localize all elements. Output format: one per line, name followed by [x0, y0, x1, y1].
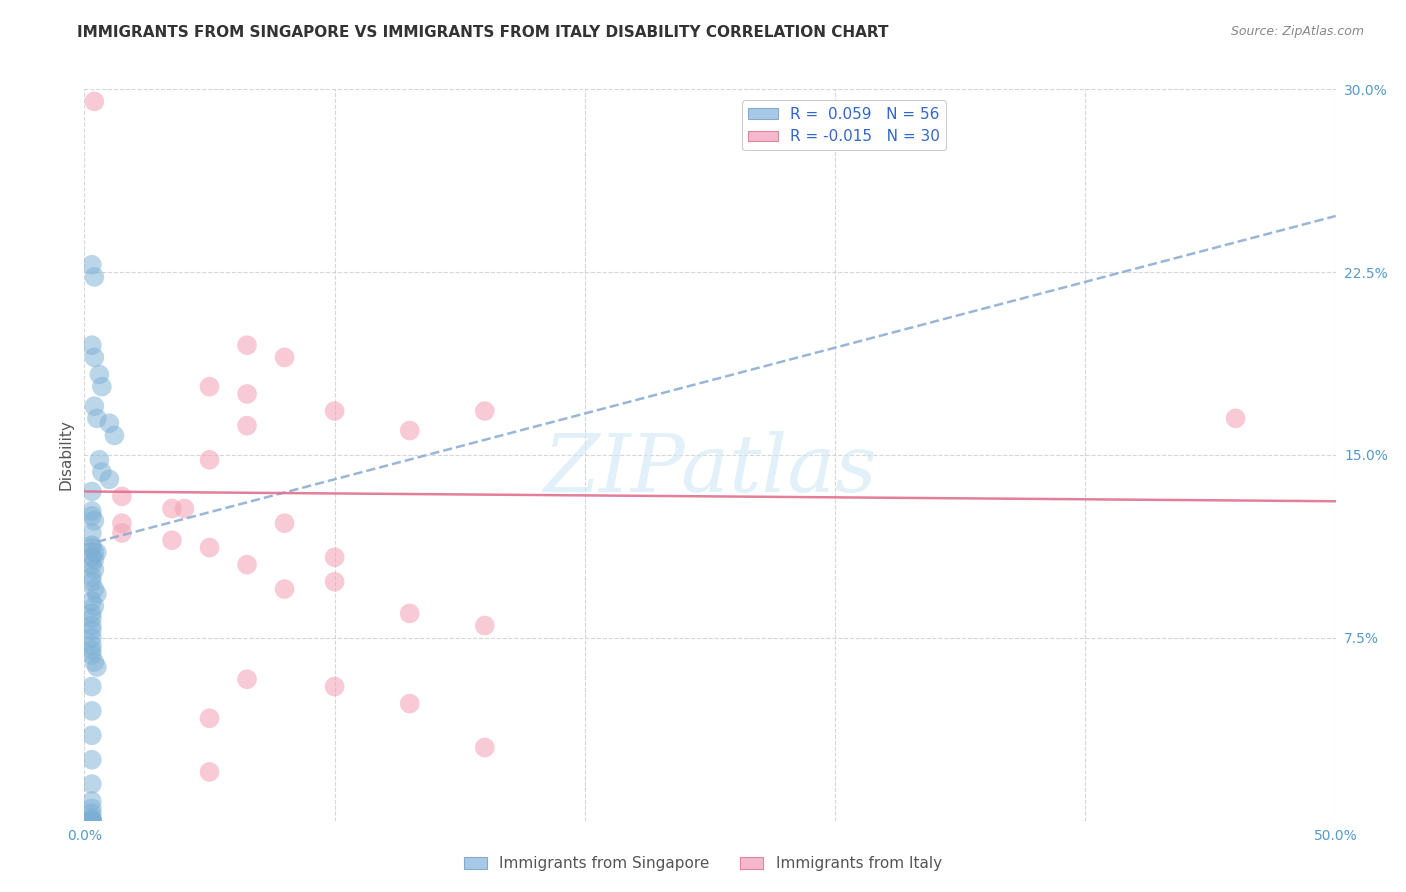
Point: [86, 660, 108, 674]
Point: [80, 806, 103, 821]
Point: [1225, 411, 1247, 425]
Text: ZIPatlas: ZIPatlas: [543, 431, 877, 508]
Point: [83, 269, 105, 284]
Point: [83, 399, 105, 413]
Point: [80, 728, 103, 742]
Point: [80, 631, 103, 645]
Point: [83, 95, 105, 109]
Point: [80, 643, 103, 657]
Point: [80, 753, 103, 767]
Point: [80, 607, 103, 621]
Point: [80, 648, 103, 662]
Point: [83, 553, 105, 567]
Point: [273, 516, 295, 531]
Point: [98, 416, 121, 430]
Point: [80, 814, 103, 828]
Point: [273, 582, 295, 596]
Point: [80, 258, 103, 272]
Legend: R =  0.059   N = 56, R = -0.015   N = 30: R = 0.059 N = 56, R = -0.015 N = 30: [741, 101, 946, 151]
Point: [83, 655, 105, 669]
Point: [90, 379, 112, 393]
Point: [83, 582, 105, 596]
Legend: Immigrants from Singapore, Immigrants from Italy: Immigrants from Singapore, Immigrants fr…: [458, 850, 948, 877]
Point: [83, 599, 105, 613]
Point: [86, 411, 108, 425]
Point: [80, 624, 103, 638]
Point: [80, 574, 103, 589]
Point: [198, 764, 221, 779]
Point: [273, 351, 295, 365]
Point: [80, 814, 103, 828]
Point: [236, 418, 259, 433]
Point: [198, 541, 221, 555]
Point: [86, 587, 108, 601]
Point: [80, 811, 103, 825]
Point: [80, 680, 103, 694]
Point: [80, 611, 103, 625]
Point: [198, 379, 221, 393]
Point: [80, 638, 103, 652]
Point: [236, 387, 259, 401]
Point: [236, 338, 259, 352]
Point: [80, 801, 103, 815]
Point: [83, 351, 105, 365]
Point: [80, 570, 103, 584]
Point: [83, 514, 105, 528]
Point: [80, 814, 103, 828]
Point: [474, 740, 496, 755]
Point: [80, 814, 103, 828]
Point: [83, 562, 105, 576]
Point: [398, 424, 420, 438]
Point: [80, 794, 103, 808]
Point: [80, 504, 103, 518]
Point: [80, 618, 103, 632]
Point: [398, 607, 420, 621]
Point: [80, 541, 103, 555]
Point: [160, 533, 183, 548]
Y-axis label: Disability: Disability: [58, 419, 73, 491]
Point: [323, 680, 346, 694]
Point: [103, 428, 125, 442]
Point: [80, 594, 103, 608]
Point: [80, 538, 103, 552]
Point: [323, 574, 346, 589]
Point: [323, 404, 346, 418]
Point: [111, 516, 134, 531]
Point: [80, 550, 103, 565]
Point: [80, 484, 103, 499]
Point: [80, 338, 103, 352]
Point: [173, 501, 195, 516]
Point: [90, 465, 112, 479]
Point: [98, 472, 121, 486]
Point: [80, 814, 103, 828]
Point: [474, 404, 496, 418]
Point: [398, 697, 420, 711]
Point: [160, 501, 183, 516]
Point: [111, 525, 134, 540]
Point: [474, 618, 496, 632]
Text: IMMIGRANTS FROM SINGAPORE VS IMMIGRANTS FROM ITALY DISABILITY CORRELATION CHART: IMMIGRANTS FROM SINGAPORE VS IMMIGRANTS …: [77, 25, 889, 40]
Point: [89, 452, 111, 467]
Point: [83, 545, 105, 559]
Point: [80, 525, 103, 540]
Point: [86, 545, 108, 559]
Point: [80, 777, 103, 791]
Point: [236, 558, 259, 572]
Point: [80, 508, 103, 523]
Point: [89, 368, 111, 382]
Point: [236, 672, 259, 686]
Point: [80, 558, 103, 572]
Text: Source: ZipAtlas.com: Source: ZipAtlas.com: [1230, 25, 1364, 38]
Point: [198, 452, 221, 467]
Point: [323, 550, 346, 565]
Point: [80, 704, 103, 718]
Point: [198, 711, 221, 725]
Point: [111, 489, 134, 503]
